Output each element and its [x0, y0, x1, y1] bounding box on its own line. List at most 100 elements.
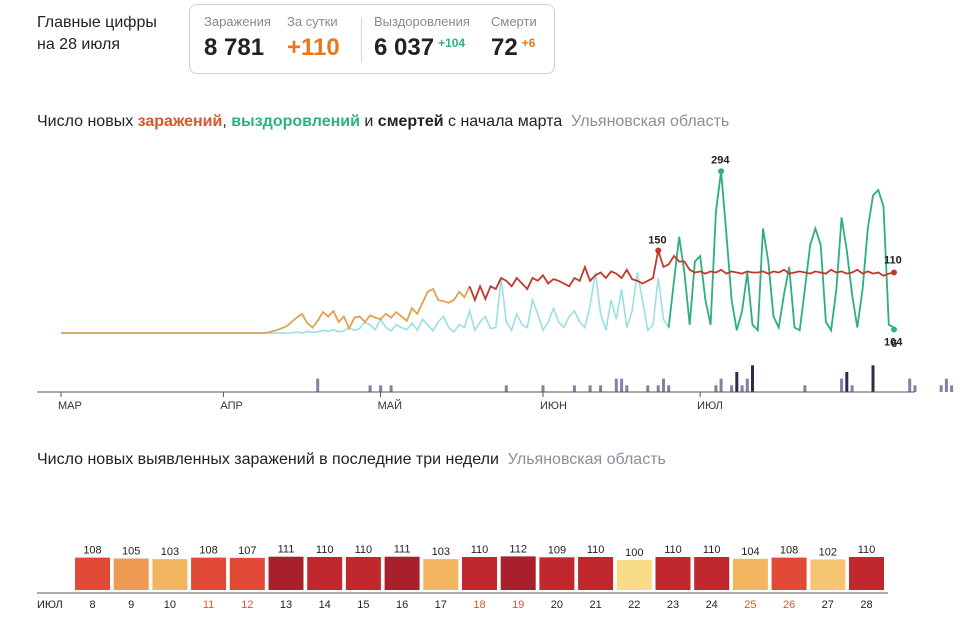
- day-label: 22: [628, 599, 640, 611]
- deaths-bar: [751, 365, 754, 392]
- day-label: 26: [783, 599, 795, 611]
- deaths-bar: [620, 378, 624, 392]
- day-bar: [732, 558, 768, 590]
- stat-recovered-value-wrap: 6 037 +104: [374, 34, 465, 62]
- day-bar-value: 110: [703, 544, 721, 556]
- day-bar: [152, 559, 188, 590]
- day-label: 13: [280, 599, 292, 611]
- day-label: 17: [435, 599, 447, 611]
- stats-divider: [361, 17, 362, 63]
- deaths-bar: [871, 365, 875, 392]
- recoveries-line: [667, 171, 895, 333]
- stat-cases-label: Заражения: [204, 14, 271, 29]
- day-bar-value: 102: [819, 546, 837, 558]
- deaths-bar: [504, 385, 508, 392]
- deaths-bar: [389, 385, 393, 392]
- day-bar-value: 109: [548, 544, 566, 556]
- day-label: 12: [241, 599, 253, 611]
- headline-line-1: Главные цифры: [37, 14, 157, 31]
- deaths-bar: [316, 378, 320, 392]
- stat-cases-value: 8 781: [204, 34, 265, 61]
- day-label: 21: [589, 599, 601, 611]
- timeline-chart-title: Число новых заражений, выздоровлений и с…: [37, 113, 729, 131]
- deaths-bar: [845, 372, 849, 392]
- day-label: 24: [706, 599, 718, 611]
- day-bar-value: 110: [664, 544, 682, 556]
- title-region: Ульяновская область: [571, 113, 730, 130]
- day-bar: [113, 558, 149, 590]
- day-bar: [539, 557, 575, 590]
- infections-line: [468, 250, 895, 303]
- weekly-title-region: Ульяновская область: [507, 451, 666, 468]
- deaths-bar: [714, 385, 718, 392]
- title-part-1: Число новых: [37, 113, 138, 130]
- day-bar: [384, 556, 420, 590]
- stat-daily-label: За сутки: [287, 14, 338, 29]
- day-label: 14: [319, 599, 331, 611]
- deaths-bar: [656, 385, 660, 392]
- day-bar-value: 107: [238, 545, 256, 557]
- infections-line-early: [61, 285, 471, 334]
- recoveries-peak-dot: [718, 168, 725, 175]
- weekly-title-text: Число новых выявленных заражений в после…: [37, 451, 499, 468]
- recoveries-peak-label: 294: [711, 154, 730, 166]
- infections-peak-dot: [655, 247, 662, 254]
- deaths-bar: [740, 385, 744, 392]
- deaths-bar: [646, 385, 650, 392]
- stat-deaths-label: Смерти: [491, 14, 537, 29]
- day-label: 15: [357, 599, 369, 611]
- day-bar-value: 108: [780, 545, 798, 557]
- day-bar: [191, 557, 227, 590]
- title-part-2: ,: [222, 113, 232, 130]
- stat-deaths-delta: +6: [521, 36, 536, 50]
- recoveries-last-dot: [891, 326, 897, 333]
- day-bar-value: 103: [161, 546, 179, 558]
- day-bar: [810, 559, 846, 590]
- deaths-bar: [944, 378, 948, 392]
- weekly-chart-title: Число новых выявленных заражений в после…: [37, 451, 666, 469]
- weekly-month-label: ИЮЛ: [37, 599, 63, 611]
- deaths-bar: [745, 378, 749, 392]
- day-bar: [307, 557, 343, 590]
- deaths-bar: [730, 385, 734, 392]
- day-bar-value: 111: [278, 544, 295, 556]
- month-label: МАР: [58, 400, 82, 412]
- day-label: 28: [860, 599, 872, 611]
- deaths-bar: [379, 385, 383, 392]
- recoveries-last-label: 104: [884, 337, 903, 349]
- day-label: 18: [473, 599, 485, 611]
- day-bar: [849, 557, 884, 590]
- title-part-4: с начала марта: [443, 113, 563, 130]
- title-infections: заражений: [137, 113, 223, 130]
- deaths-bar: [840, 378, 844, 392]
- deaths-bar: [939, 385, 943, 392]
- day-bar: [578, 557, 614, 590]
- day-bar-value: 104: [741, 546, 759, 558]
- stat-deaths-value-wrap: 72 +6: [491, 34, 535, 62]
- day-bar: [345, 557, 381, 590]
- day-bar: [694, 557, 730, 590]
- title-recoveries: выздоровлений: [231, 113, 360, 130]
- deaths-bar: [572, 385, 576, 392]
- stat-deaths-value: 72: [491, 34, 518, 61]
- weekly-bar-chart: 108 8 105 9 103 10 108 11 107 12 111 13 110 14 110 15 11…: [37, 543, 888, 611]
- day-bar-value: 110: [587, 544, 605, 556]
- deaths-bar: [662, 378, 665, 392]
- month-label: ИЮН: [540, 400, 567, 412]
- day-bar: [75, 557, 110, 590]
- deaths-bar: [368, 385, 372, 392]
- day-label: 20: [551, 599, 563, 611]
- recoveries-line-light: [61, 171, 895, 334]
- deaths-bar: [599, 385, 603, 392]
- headline-line-2: на 28 июля: [37, 36, 121, 53]
- infections-last-dot: [891, 269, 897, 276]
- day-bar-value: 110: [316, 544, 334, 556]
- day-bar-value: 110: [858, 544, 876, 556]
- day-label: 11: [203, 599, 214, 611]
- day-bar: [268, 556, 304, 590]
- stat-recovered-value: 6 037: [374, 34, 435, 61]
- month-label: ИЮЛ: [697, 400, 723, 412]
- day-label: 8: [89, 599, 95, 611]
- stat-recovered-label: Выздоровления: [374, 14, 470, 29]
